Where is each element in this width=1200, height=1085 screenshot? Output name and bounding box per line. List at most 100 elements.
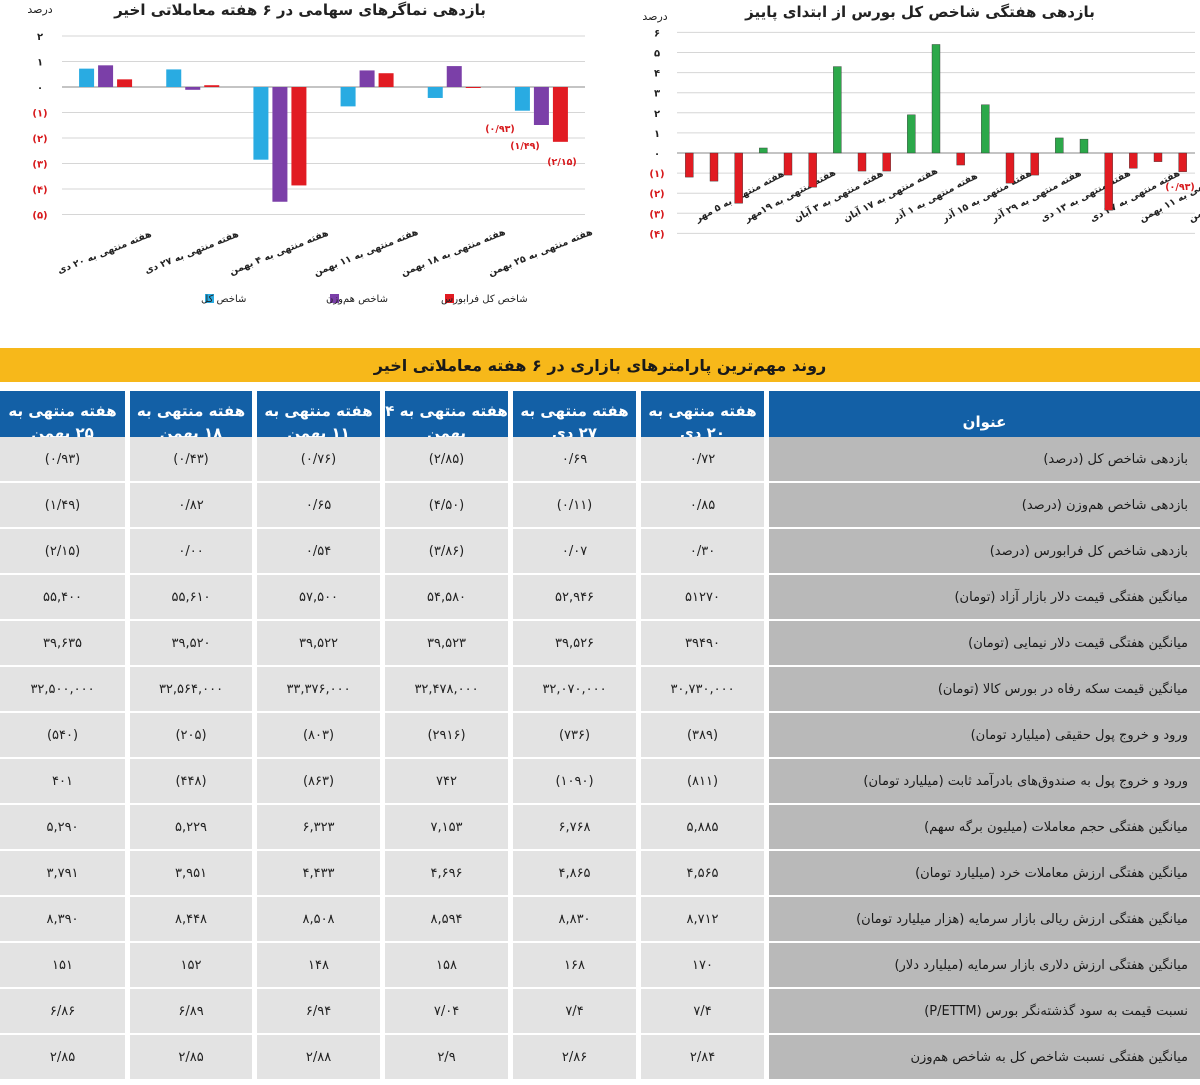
bar-total	[253, 87, 269, 160]
data-label: (۰/۹۳)	[485, 124, 515, 135]
bar-weekly-return	[882, 152, 891, 172]
row-label: میانگین قیمت سکه رفاه در بورس کالا (توما…	[769, 667, 1200, 711]
y-tick-label: ۵	[654, 49, 660, 60]
right-chart-panel: بازدهی هفتگی شاخص کل بورس از ابتدای پایی…	[600, 0, 1200, 345]
table-cell: ۵۲,۹۴۶	[513, 575, 636, 619]
table-cell: ۱۴۸	[257, 943, 380, 987]
table-cell: ۱۵۸	[385, 943, 508, 987]
table-cell: ۷/۴	[641, 989, 764, 1033]
table-cell: (۰/۷۶)	[257, 437, 380, 481]
table-cell: ۷,۱۵۳	[385, 805, 508, 849]
bar-equal-weight	[98, 65, 114, 87]
bar-weekly-return	[759, 147, 768, 154]
table-cell: ۳۲,۰۷۰,۰۰۰	[513, 667, 636, 711]
y-tick-label: ۰	[37, 83, 43, 94]
table-cell: (۱۰۹۰)	[513, 759, 636, 803]
table-cell: ۵۴,۵۸۰	[385, 575, 508, 619]
table-cell: (۳/۸۶)	[385, 529, 508, 573]
returns-indices-chart: بازدهی نماگرهای سهامی در ۶ هفته معاملاتی…	[27, 1, 594, 305]
table-cell: ۴,۶۹۶	[385, 851, 508, 895]
y-tick-label: ۱	[654, 129, 660, 140]
table-cell: ۷۴۲	[385, 759, 508, 803]
bar-weekly-return	[808, 152, 817, 188]
y-tick-label: (۱)	[32, 109, 47, 120]
table-cell: ۲/۸۶	[513, 1035, 636, 1079]
table-cell: ۴۰۱	[0, 759, 125, 803]
table-cell: ۰/۶۵	[257, 483, 380, 527]
table-cell: ۰/۰۷	[513, 529, 636, 573]
table-cell: ۸,۳۹۰	[0, 897, 125, 941]
table-cell: ۳۹,۵۲۰	[130, 621, 252, 665]
row-label: ورود و خروج پول به صندوق‌های بادرآمد ثاب…	[769, 759, 1200, 803]
table-cell: ۱۵۱	[0, 943, 125, 987]
table-cell: (۴/۵۰)	[385, 483, 508, 527]
table-cell: (۲۹۱۶)	[385, 713, 508, 757]
row-label: میانگین هفتگی ارزش ریالی بازار سرمایه (ه…	[769, 897, 1200, 941]
table-cell: (۸۱۱)	[641, 759, 764, 803]
table-cell: (۲۰۵)	[130, 713, 252, 757]
bar-weekly-return	[857, 152, 867, 172]
bar-farabourse	[117, 79, 133, 87]
row-label: بازدهی شاخص کل فرابورس (درصد)	[769, 529, 1200, 573]
legend-swatch	[205, 294, 214, 303]
table-cell: ۳۹,۵۲۶	[513, 621, 636, 665]
bar-weekly-return	[956, 152, 965, 166]
table-cell: ۶/۸۹	[130, 989, 252, 1033]
table-cell: ۳,۹۵۱	[130, 851, 252, 895]
table-cell: ۸,۵۹۴	[385, 897, 508, 941]
y-axis-unit: درصد	[27, 3, 52, 16]
bar-weekly-return	[734, 152, 743, 204]
market-parameters-table: هفته منتهی به ۲۵ بهمن هفته منتهی به ۱۸ به…	[0, 391, 1200, 1079]
row-label: ورود و خروج پول حقیقی (میلیارد تومان)	[769, 713, 1200, 757]
y-tick-label: (۳)	[32, 160, 47, 171]
table-cell: ۲/۸۵	[130, 1035, 252, 1079]
bar-weekly-return	[1129, 152, 1138, 169]
table-cell: ۳۲,۴۷۸,۰۰۰	[385, 667, 508, 711]
y-tick-label: (۴)	[649, 229, 664, 240]
bar-total	[514, 87, 530, 111]
bar-weekly-return	[981, 104, 990, 154]
bar-total	[79, 68, 95, 87]
x-category-label: هفته منتهی به ۱۵ آذر	[938, 166, 1034, 225]
table-cell: (۸۰۳)	[257, 713, 380, 757]
table-cell: (۴۴۸)	[130, 759, 252, 803]
bar-equal-weight	[359, 70, 375, 87]
table-cell: ۵۵,۶۱۰	[130, 575, 252, 619]
table-cell: ۳۰,۷۳۰,۰۰۰	[641, 667, 764, 711]
x-category-label: هفته منتهی به ۲۷ دی	[143, 229, 241, 277]
table-cell: ۴,۸۶۵	[513, 851, 636, 895]
x-category-label: هفته منتهی به ۳ آبان	[791, 166, 885, 224]
y-tick-label: ۲	[654, 109, 660, 120]
table-cell: (۰/۴۳)	[130, 437, 252, 481]
table-cell: ۱۵۲	[130, 943, 252, 987]
legend-swatch	[330, 294, 339, 303]
left-chart-panel: بازدهی نماگرهای سهامی در ۶ هفته معاملاتی…	[0, 0, 600, 345]
table-cell: ۴,۴۳۳	[257, 851, 380, 895]
row-label: میانگین هفتگی ارزش دلاری بازار سرمایه (م…	[769, 943, 1200, 987]
table-cell: ۲/۹	[385, 1035, 508, 1079]
data-label: (۰/۹۳)	[1165, 182, 1195, 193]
table-cell: ۰/۳۰	[641, 529, 764, 573]
chart-title: بازدهی هفتگی شاخص کل بورس از ابتدای پایی…	[744, 3, 1095, 22]
table-cell: (۲/۱۵)	[0, 529, 125, 573]
table-cell: (۳۸۹)	[641, 713, 764, 757]
y-tick-label: (۱)	[649, 169, 664, 180]
row-label: میانگین هفتگی حجم معاملات (میلیون برگه س…	[769, 805, 1200, 849]
table-title: روند مهم‌ترین پارامترهای بازاری در ۶ هفت…	[373, 355, 827, 375]
bar-total	[166, 69, 182, 87]
y-tick-label: (۲)	[32, 134, 47, 145]
bar-weekly-return	[931, 44, 941, 154]
y-tick-label: ۶	[654, 28, 660, 39]
table-cell: ۰/۰۰	[130, 529, 252, 573]
table-cell: ۵,۸۸۵	[641, 805, 764, 849]
data-label: (۲/۱۵)	[547, 157, 577, 168]
table-cell: ۳۳,۳۷۶,۰۰۰	[257, 667, 380, 711]
bar-equal-weight	[185, 87, 201, 90]
y-tick-label: ۱	[37, 58, 43, 69]
table-cell: ۲/۸۵	[0, 1035, 125, 1079]
row-label: میانگین هفتگی ارزش معاملات خرد (میلیارد …	[769, 851, 1200, 895]
legend-swatch	[445, 294, 454, 303]
row-label: بازدهی شاخص کل (درصد)	[769, 437, 1200, 481]
table-cell: ۸,۴۴۸	[130, 897, 252, 941]
bar-farabourse	[378, 73, 394, 87]
